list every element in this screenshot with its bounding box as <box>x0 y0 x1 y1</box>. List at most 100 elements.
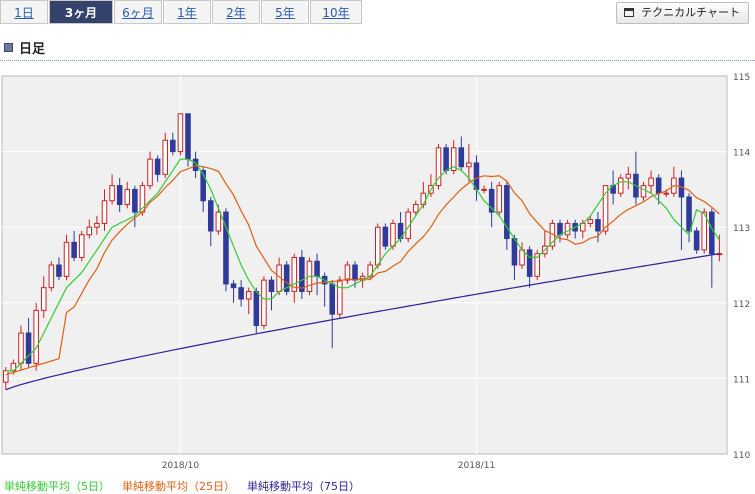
candle-body <box>109 185 115 202</box>
candle-body <box>253 290 260 326</box>
section-title: 日足 <box>19 41 46 57</box>
candle-body <box>602 185 609 232</box>
candle-body <box>382 226 389 247</box>
candle-body <box>617 177 624 194</box>
technical-chart-label: テクニカルチャート <box>641 6 740 19</box>
candle-body <box>458 147 465 168</box>
candle-body <box>200 170 206 202</box>
candle-body <box>170 139 176 153</box>
candle-body <box>655 177 662 194</box>
candle-body <box>238 287 244 300</box>
y-tick-label: 115 <box>733 73 750 83</box>
candle-body <box>154 158 161 175</box>
y-tick-label: 114 <box>733 149 750 159</box>
candle-body <box>94 222 100 228</box>
candle-body <box>443 147 449 171</box>
legend-ma25: 単純移動平均（25日） <box>122 480 235 493</box>
candle-body <box>283 264 290 292</box>
candle-body <box>352 264 358 281</box>
plot-area <box>1 75 728 455</box>
candle-body <box>192 158 199 172</box>
candle-body <box>420 192 427 206</box>
candle-body <box>223 211 229 285</box>
candle-body <box>207 200 214 232</box>
candle-body <box>63 241 70 277</box>
candle-body <box>162 139 168 175</box>
candle-body <box>709 211 715 255</box>
window-icon <box>624 8 635 17</box>
ma75-line <box>5 253 720 391</box>
candle-body <box>481 188 487 191</box>
square-bullet-icon <box>4 42 13 52</box>
candle-body <box>78 234 85 258</box>
divider <box>0 60 755 61</box>
candle-body <box>268 279 275 292</box>
candle-body <box>101 200 108 224</box>
tab-5year[interactable]: 5年 <box>261 0 309 24</box>
candle-body <box>40 287 47 311</box>
x-tick-label: 2018/10 <box>162 461 200 471</box>
x-tick-label: 2018/11 <box>458 461 495 471</box>
candle-body <box>56 264 62 277</box>
candle-body <box>701 211 708 251</box>
candle-body <box>473 162 480 190</box>
candle-body <box>526 249 533 277</box>
candle-body <box>435 147 442 187</box>
candle-body <box>504 185 510 240</box>
candle-body <box>595 219 601 232</box>
tab-6month[interactable]: 6ヶ月 <box>114 0 162 24</box>
candle-body <box>450 147 457 171</box>
candle-body <box>291 256 298 292</box>
candle-body <box>86 226 93 236</box>
candle-body <box>25 332 32 364</box>
candle-body <box>648 177 654 187</box>
candle-body <box>18 332 24 364</box>
legend-ma5: 単純移動平均（5日） <box>4 480 110 493</box>
candle-body <box>185 113 191 160</box>
candle-body <box>132 188 138 213</box>
technical-chart-button[interactable]: テクニカルチャート <box>616 2 749 24</box>
ma25-line <box>5 164 720 376</box>
y-tick-label: 110 <box>733 451 750 461</box>
section-header: 日足 <box>4 38 46 57</box>
candle-body <box>390 222 396 247</box>
tab-3month[interactable]: 3ヶ月 <box>49 0 113 24</box>
candle-body <box>230 283 237 289</box>
candle-body <box>412 204 419 213</box>
candle-body <box>116 185 123 206</box>
candle-body <box>48 264 55 289</box>
candle-body <box>564 222 571 236</box>
candle-body <box>405 211 411 240</box>
candle-body <box>534 253 540 277</box>
legend: 単純移動平均（5日） 単純移動平均（25日） 単純移動平均（75日） <box>4 478 360 494</box>
candle-body <box>344 264 351 281</box>
candle-body <box>261 279 267 326</box>
candle-body <box>557 222 563 236</box>
period-tabs: 1日 3ヶ月 6ヶ月 1年 2年 5年 10年 <box>0 0 363 26</box>
candle-body <box>686 196 692 232</box>
candle-body <box>329 283 336 315</box>
candle-body <box>124 188 131 206</box>
candle-body <box>177 113 184 153</box>
candle-body <box>375 226 381 266</box>
tab-1day[interactable]: 1日 <box>0 0 48 24</box>
candle-body <box>314 260 320 277</box>
candle-body <box>663 192 670 195</box>
ma5-line <box>5 158 720 372</box>
candle-body <box>466 162 472 168</box>
y-tick-label: 113 <box>733 224 750 234</box>
tab-2year[interactable]: 2年 <box>212 0 260 24</box>
candle-body <box>496 185 503 213</box>
tab-1year[interactable]: 1年 <box>163 0 211 24</box>
candle-body <box>245 290 252 300</box>
candle-body <box>299 256 305 292</box>
y-tick-label: 111 <box>733 375 750 385</box>
candle-body <box>625 173 632 179</box>
candle-body <box>215 211 222 232</box>
tab-10year[interactable]: 10年 <box>310 0 362 24</box>
candle-body <box>147 158 153 187</box>
candle-body <box>488 188 495 213</box>
candle-body <box>33 309 39 364</box>
legend-ma75: 単純移動平均（75日） <box>247 480 360 493</box>
